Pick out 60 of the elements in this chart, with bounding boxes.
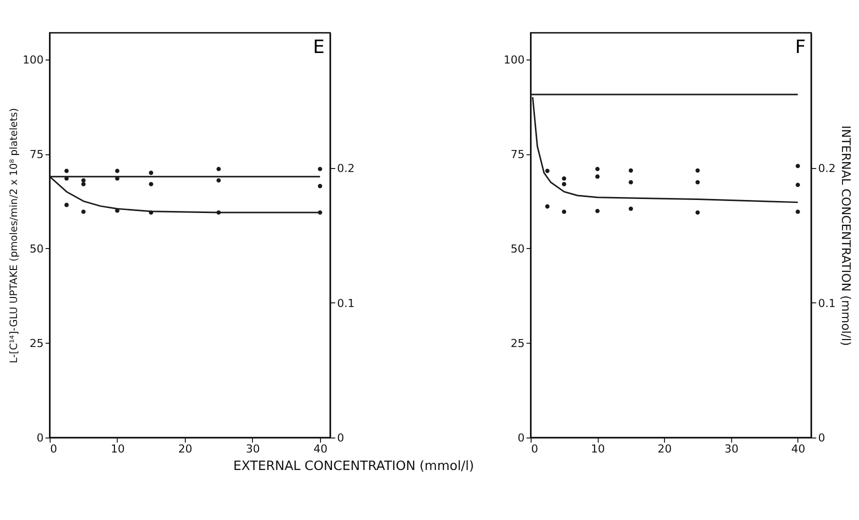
- point: [695, 168, 700, 173]
- point: [81, 178, 86, 183]
- y2-tick-label: 0.1: [818, 296, 836, 310]
- point: [64, 202, 69, 208]
- x-tick-label: 10: [590, 442, 605, 456]
- point: [148, 182, 154, 186]
- point: [595, 174, 600, 179]
- y-tick-label: 25: [510, 337, 525, 350]
- point: [595, 166, 600, 172]
- point: [115, 168, 120, 174]
- y2-tick-label: 0.2: [337, 162, 355, 175]
- y-axis-title: L-[C¹⁴]-GLU UPTAKE (pmoles/min/2 x 10⁸ platelets): [9, 108, 20, 364]
- point: [595, 208, 600, 214]
- x-tick-label: 0: [50, 442, 58, 456]
- point: [64, 168, 69, 174]
- y2-tick-label: 0: [337, 432, 344, 445]
- x-tick-label: 30: [724, 442, 739, 456]
- point: [81, 210, 86, 214]
- point: [562, 182, 566, 186]
- y-tick-label: 50: [30, 242, 44, 256]
- point: [695, 210, 700, 215]
- point: [545, 204, 550, 209]
- y-tick-label: 100: [504, 53, 525, 66]
- point: [628, 168, 634, 173]
- point: [81, 182, 86, 186]
- point: [562, 210, 566, 214]
- y-tick-label: 0: [36, 432, 44, 445]
- x-tick-label: 10: [110, 442, 125, 456]
- x-tick-label: 40: [791, 442, 806, 456]
- x-tick-label: 20: [178, 442, 192, 456]
- x-axis-title: EXTERNAL CONCENTRATION (mmol/l): [233, 459, 474, 474]
- y-tick-label: 100: [22, 53, 44, 66]
- y2-tick-label: 0: [818, 432, 826, 445]
- point: [695, 180, 700, 184]
- chart-title: E: [313, 37, 325, 58]
- y-tick-label: 75: [30, 148, 44, 162]
- point: [796, 210, 800, 214]
- y-tick-label: 75: [510, 148, 525, 162]
- point: [216, 166, 221, 172]
- point: [216, 178, 221, 183]
- point: [545, 168, 550, 174]
- y-tick-label: 0: [518, 432, 525, 445]
- point: [628, 180, 634, 184]
- y2-tick-label: 0.1: [337, 296, 355, 310]
- y-tick-label: 25: [30, 337, 44, 350]
- point: [628, 206, 634, 211]
- point: [148, 170, 154, 175]
- point: [796, 182, 800, 188]
- x-tick-label: 0: [531, 442, 538, 456]
- point: [318, 166, 322, 172]
- y-tick-label: 50: [510, 242, 525, 256]
- point: [318, 184, 322, 188]
- y2-axis-title: INTERNAL CONCENTRATION (mmol/l): [839, 125, 854, 346]
- x-tick-label: 30: [246, 442, 260, 456]
- x-tick-label: 20: [658, 442, 672, 456]
- y2-tick-label: 0.2: [818, 162, 836, 175]
- point: [796, 164, 800, 168]
- point: [562, 176, 566, 181]
- chart-title: F: [795, 37, 806, 58]
- x-tick-label: 40: [313, 442, 328, 456]
